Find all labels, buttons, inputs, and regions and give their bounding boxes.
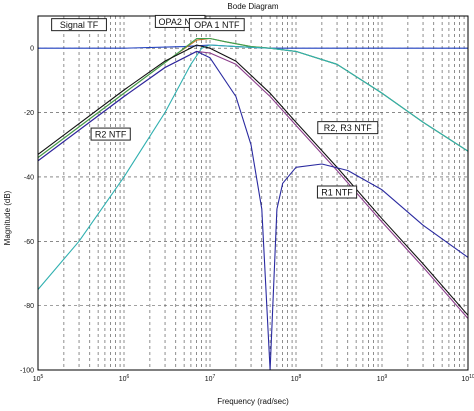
y-tick-label: -100 — [20, 368, 34, 375]
annotation-box — [188, 18, 245, 32]
plot-frame — [37, 15, 469, 371]
x-tick-label: 106 — [119, 374, 130, 383]
x-tick-label: 109 — [377, 374, 388, 383]
x-tick-label: 108 — [291, 374, 302, 383]
annotation-label: Signal TF — [60, 20, 99, 30]
annotation-label: R1 NTF — [321, 188, 353, 198]
x-axis-label: Frequency (rad/sec) — [217, 397, 289, 406]
annotation-box — [90, 127, 131, 141]
y-tick-label: -40 — [24, 174, 34, 181]
y-tick-label: -60 — [24, 239, 34, 246]
grid-lines — [37, 16, 468, 371]
annotation-box — [51, 18, 107, 32]
series-line — [37, 44, 469, 290]
annotation-label: R2, R3 NTF — [324, 123, 373, 133]
annotation-box — [316, 185, 358, 199]
y-axis-label: Magnitude (dB) — [3, 190, 12, 245]
y-tick-label: 0 — [30, 46, 34, 53]
x-tick-label: 105 — [33, 374, 44, 383]
x-tick-label: 1010 — [461, 374, 474, 383]
series-line — [37, 50, 469, 319]
series-line — [37, 44, 469, 316]
x-tick-label: 107 — [205, 374, 216, 383]
annotation-box — [317, 121, 379, 135]
y-tick-label: -20 — [24, 110, 34, 117]
annotation-label: OPA 1 NTF — [194, 20, 240, 30]
y-tick-label: -80 — [24, 303, 34, 310]
chart-title: Bode Diagram — [227, 2, 278, 11]
series-line — [37, 50, 469, 371]
annotation-label: R2 NTF — [95, 130, 127, 140]
annotation-label: OPA2 NTF — [159, 17, 203, 27]
series-lines — [37, 37, 469, 371]
